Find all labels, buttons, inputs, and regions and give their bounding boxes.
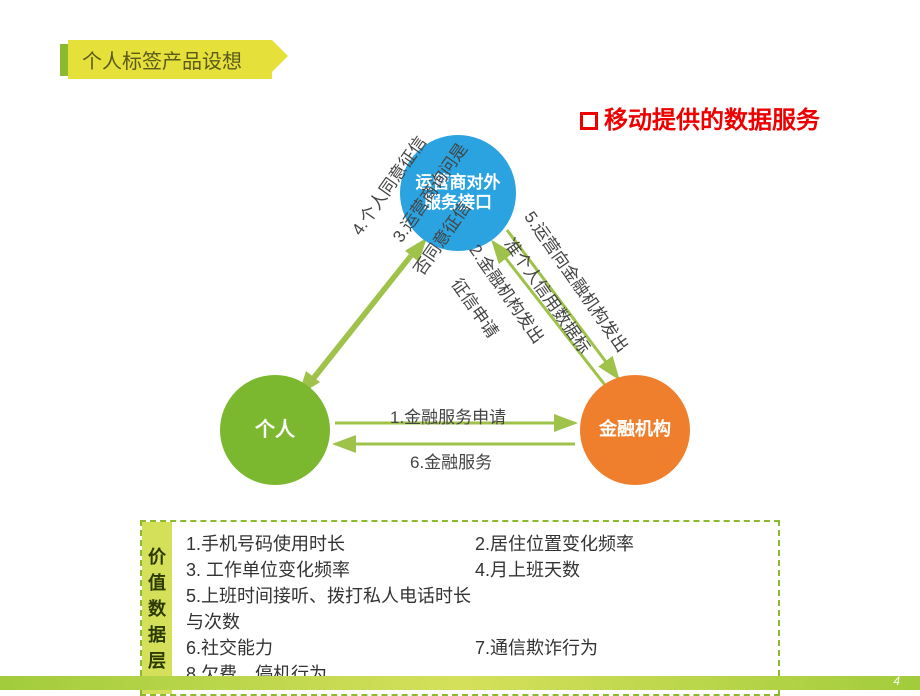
edge-label: 6.金融服务 [410,448,492,473]
value-item: 1.手机号码使用时长 [186,530,475,556]
value-box-label-text: 价值数据层 [148,543,166,673]
value-row: 5.上班时间接听、拨打私人电话时长与次数 [186,582,764,634]
flow-diagram: 运营商对外服务接口个人金融机构 4.个人同意征信3.运营商询问是否同意征信2.金… [180,130,740,500]
title-accent [60,44,68,76]
value-row: 3. 工作单位变化频率4.月上班天数 [186,556,764,582]
edge-label: 1.金融服务申请 [390,403,506,428]
footer-accent [0,676,920,690]
node-person: 个人 [220,375,330,485]
value-item: 5.上班时间接听、拨打私人电话时长与次数 [186,582,475,634]
value-item: 7.通信欺诈行为 [475,634,764,660]
value-row: 1.手机号码使用时长2.居住位置变化频率 [186,530,764,556]
value-item: 4.月上班天数 [475,556,764,582]
value-row: 6.社交能力7.通信欺诈行为 [186,634,764,660]
title-banner: 个人标签产品设想 [60,40,272,79]
value-box-content: 1.手机号码使用时长2.居住位置变化频率3. 工作单位变化频率4.月上班天数5.… [172,522,778,694]
value-box-label: 价值数据层 [142,522,172,694]
value-item [475,582,764,634]
page-title: 个人标签产品设想 [68,40,272,79]
node-finance: 金融机构 [580,375,690,485]
value-item: 3. 工作单位变化频率 [186,556,475,582]
bullet-box-icon [580,112,598,130]
value-data-box: 价值数据层 1.手机号码使用时长2.居住位置变化频率3. 工作单位变化频率4.月… [140,520,780,696]
value-item: 2.居住位置变化频率 [475,530,764,556]
page-number: 4 [893,674,900,688]
value-item: 6.社交能力 [186,634,475,660]
